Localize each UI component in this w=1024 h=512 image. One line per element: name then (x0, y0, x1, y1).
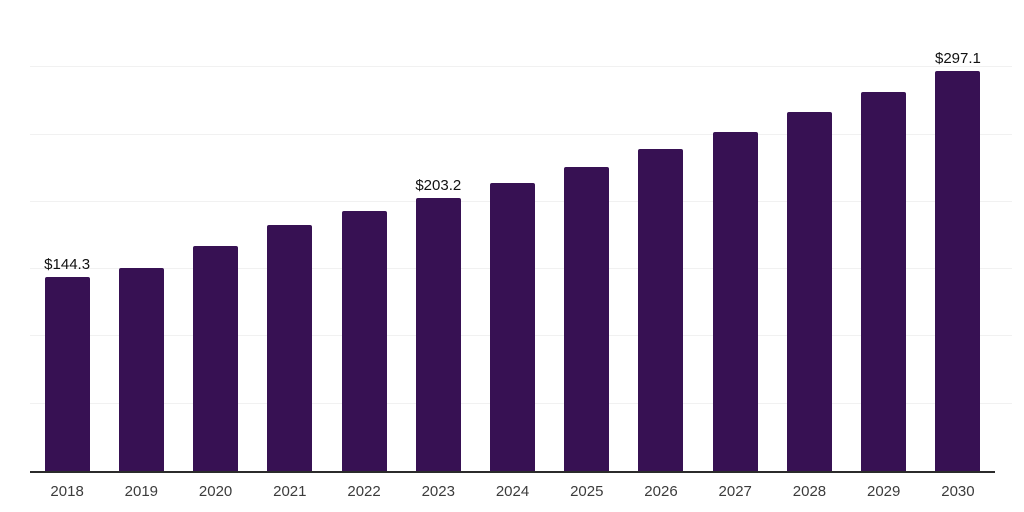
x-axis-label-2027: 2027 (718, 483, 752, 500)
x-axis-label-2029: 2029 (867, 483, 901, 500)
x-axis-label-2020: 2020 (198, 483, 233, 500)
bar-slot-2025 (550, 0, 624, 471)
x-axis-label-2028: 2028 (792, 483, 827, 500)
bar-2027 (712, 131, 758, 471)
x-axis-label-2023: 2023 (421, 483, 455, 500)
gridline-250 (30, 133, 1012, 135)
bar-slot-2023: $203.2 (401, 0, 475, 471)
x-axis-label-2022: 2022 (347, 483, 381, 500)
x-axis-label-2019: 2019 (124, 483, 159, 500)
bar-2028 (786, 112, 832, 471)
bar-value-label-2023: $203.2 (415, 176, 462, 194)
bar-2026 (638, 149, 684, 471)
bar-value-label-2030: $297.1 (934, 50, 981, 68)
bar-2021 (267, 224, 313, 471)
bar-slot-2020 (178, 0, 252, 471)
bar-slot-2019 (104, 0, 178, 471)
x-axis-label-2030: 2030 (941, 483, 975, 500)
bar-2019 (118, 268, 164, 471)
bar-slot-2022 (327, 0, 401, 471)
bar-slot-2024 (475, 0, 549, 471)
bar-slot-2026 (624, 0, 698, 471)
bars-row: $144.3 $203.2 $297.1 (30, 0, 995, 471)
x-axis-label-2018: 2018 (50, 483, 84, 500)
bar-2020 (193, 246, 239, 471)
bar-slot-2030: $297.1 (921, 0, 995, 471)
bar-value-label-2018: $144.3 (44, 255, 91, 273)
x-axis-label-2024: 2024 (495, 483, 530, 500)
bar-2022 (341, 211, 387, 471)
plot-area: $144.3 $203.2 $297.1 (30, 0, 1012, 473)
bar-2018 (44, 276, 90, 471)
x-axis-label-2026: 2026 (644, 483, 678, 500)
bar-slot-2027 (698, 0, 772, 471)
bar-slot-2029 (847, 0, 921, 471)
bar-2025 (564, 166, 610, 471)
bar-2030 (935, 71, 981, 471)
x-axis-labels: 2018 2019 2020 2021 2022 2023 2024 2025 2026 2027… (30, 483, 995, 501)
x-axis-line (30, 471, 995, 473)
x-axis-label-2021: 2021 (273, 483, 307, 500)
bar-slot-2028 (772, 0, 846, 471)
bar-2029 (861, 92, 907, 471)
bar-slot-2018: $144.3 (30, 0, 104, 471)
gridline-300 (30, 66, 1012, 68)
bar-2024 (490, 182, 536, 471)
x-axis-label-2025: 2025 (570, 483, 604, 500)
bar-slot-2021 (253, 0, 327, 471)
bar-2023 (415, 197, 461, 471)
